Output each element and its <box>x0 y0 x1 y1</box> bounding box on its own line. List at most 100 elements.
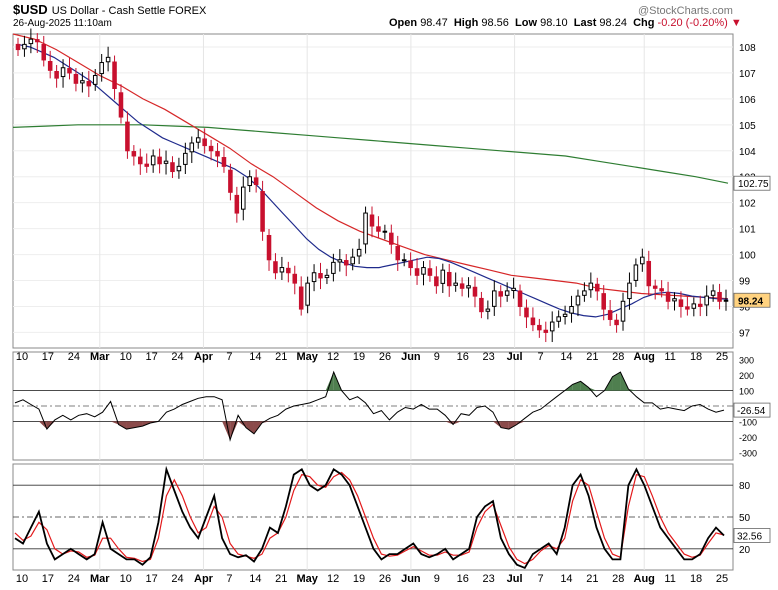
x-tick-label: 7 <box>537 573 543 585</box>
cci-marker-box <box>733 402 771 418</box>
x-tick-label: 7 <box>226 573 232 585</box>
cci-negative-fill <box>246 421 254 434</box>
candle-body <box>60 67 66 78</box>
candle-body <box>298 286 304 310</box>
ma-20-polyline <box>17 43 729 318</box>
cci-positive-fill <box>580 381 589 391</box>
candle-body <box>524 307 529 318</box>
instrument-name: US Dollar - Cash Settle FOREX <box>51 5 207 17</box>
cci-negative-fill <box>516 421 525 425</box>
x-tick-label: Apr <box>194 351 214 363</box>
candle-body <box>453 282 458 286</box>
price-tick-label: 105 <box>739 121 756 132</box>
x-tick-label: 24 <box>171 351 183 363</box>
chg-value: -0.20 (-0.20%) <box>657 17 728 29</box>
x-tick-label: 12 <box>327 351 339 363</box>
candle-body <box>215 151 220 157</box>
candle-body <box>659 288 664 292</box>
x-tick-label: Jul <box>507 351 523 363</box>
x-tick-label: 21 <box>586 573 598 585</box>
candle-body <box>324 274 330 279</box>
x-tick-label: 23 <box>483 351 495 363</box>
x-tick-label: 7 <box>537 351 543 363</box>
candle-body <box>157 156 162 165</box>
candle-body <box>595 283 600 292</box>
high-value: 98.56 <box>481 17 509 29</box>
candle-body <box>652 285 658 289</box>
candle-body <box>504 290 510 296</box>
candle-body <box>633 264 639 281</box>
candle-body <box>685 306 690 310</box>
cci-negative-fill <box>118 421 127 430</box>
candle-body <box>678 299 684 307</box>
candle-body <box>562 313 568 317</box>
candle-body <box>305 282 310 306</box>
price-tick-label: 106 <box>739 95 756 106</box>
brand-logo[interactable]: @StockCharts.com <box>638 5 733 17</box>
candle-body <box>414 268 420 276</box>
x-tick-label: 10 <box>16 573 28 585</box>
candle-body <box>389 232 394 245</box>
candle-body <box>35 39 40 43</box>
candle-body <box>363 212 368 245</box>
candle-body <box>717 291 722 302</box>
x-tick-label: 10 <box>120 573 132 585</box>
price-tick-label: 97 <box>739 328 751 339</box>
candle-body <box>208 145 214 152</box>
stoch-k-line <box>14 465 725 570</box>
symbol-title: $USD US Dollar - Cash Settle FOREX <box>13 2 206 17</box>
x-tick-label: 28 <box>612 573 624 585</box>
candle-body <box>569 305 574 314</box>
candle-body <box>588 282 594 291</box>
x-tick-label: Aug <box>634 351 655 363</box>
x-tick-label: 17 <box>42 351 54 363</box>
candle-body <box>253 177 259 186</box>
candle-body <box>80 80 85 84</box>
x-tick-label: 18 <box>690 573 702 585</box>
candle-body <box>691 303 697 309</box>
candle-body <box>549 321 555 332</box>
candle-body <box>479 297 484 313</box>
ma-50-polyline <box>12 33 729 300</box>
cci-negative-fill <box>238 421 247 428</box>
x-tick-label: 24 <box>68 351 80 363</box>
candle-body <box>118 92 124 118</box>
candle-body <box>292 273 298 284</box>
candle-body <box>472 286 478 297</box>
candle-body <box>183 152 188 165</box>
candle-body <box>350 256 355 265</box>
candle-body <box>41 44 47 61</box>
chart-header: $USD US Dollar - Cash Settle FOREX 26-Aug… <box>0 0 778 32</box>
x-tick-label: May <box>296 573 318 585</box>
x-tick-label: 14 <box>560 573 572 585</box>
candle-body <box>556 316 561 322</box>
panel-frame-0 <box>12 33 734 349</box>
ma-20-line <box>17 43 729 318</box>
x-tick-label: 12 <box>327 573 339 585</box>
price-tick-label: 102 <box>739 199 756 210</box>
candle-body <box>318 273 323 279</box>
candle-body <box>241 186 246 210</box>
last-price-label: 98.24 <box>738 296 763 307</box>
candle-body <box>54 70 59 79</box>
candle-body <box>408 260 413 269</box>
cci-negative-fill <box>508 421 517 430</box>
candle-body <box>176 165 182 172</box>
x-tick-label: 18 <box>690 351 702 363</box>
cci-negative-fill <box>110 421 119 425</box>
cci-tick-label: -200 <box>739 433 757 443</box>
ma-200-polyline <box>12 124 729 184</box>
x-tick-label: 17 <box>42 573 54 585</box>
x-tick-label: 17 <box>146 573 158 585</box>
candle-body <box>665 291 671 302</box>
x-tick-label: Aug <box>634 573 655 585</box>
stoch-tick-label: 50 <box>739 513 751 524</box>
stoch-tick-label: 20 <box>739 545 751 556</box>
candle-body <box>286 267 291 274</box>
x-tick-label: 21 <box>275 351 287 363</box>
candle-body <box>163 160 169 164</box>
candle-body <box>15 43 21 51</box>
candle-body <box>697 303 703 307</box>
x-tick-label: Jul <box>507 573 523 585</box>
